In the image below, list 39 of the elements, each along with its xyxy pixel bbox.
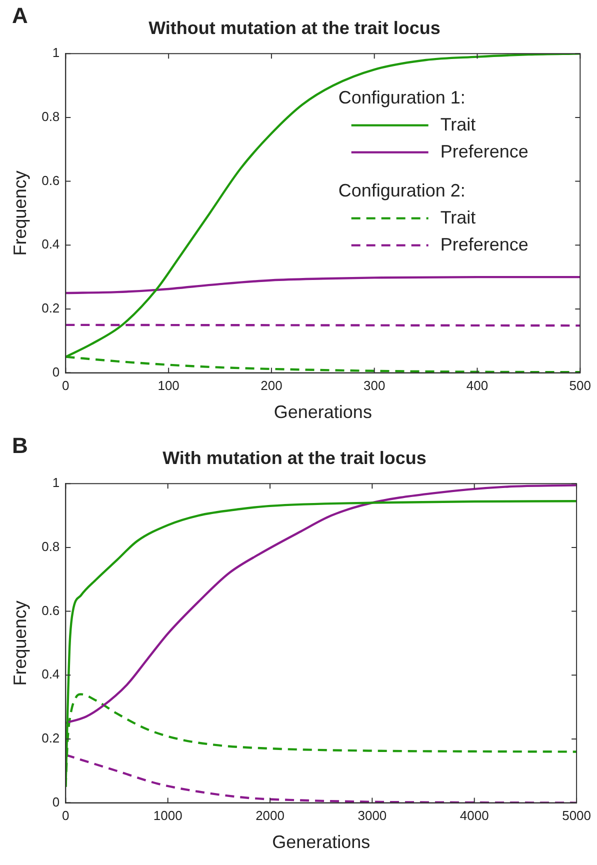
y-tick-label: 1 bbox=[52, 45, 60, 60]
x-tick-label: 5000 bbox=[562, 808, 591, 824]
text: A bbox=[12, 3, 28, 28]
x-tick-label: 4000 bbox=[460, 808, 489, 824]
y-tick-label: 0 bbox=[52, 794, 60, 810]
x-tick-label: 0 bbox=[62, 378, 70, 394]
y-tick-label: 0.8 bbox=[42, 539, 60, 554]
line-series bbox=[66, 276, 580, 294]
x-tick-label: 400 bbox=[466, 378, 488, 394]
x-tick-label: 100 bbox=[158, 378, 180, 394]
x-tick-label: 300 bbox=[364, 378, 386, 394]
x-tick-label: 1000 bbox=[153, 808, 182, 824]
y-tick-label: 0.2 bbox=[42, 300, 60, 316]
x-tick-label: 0 bbox=[62, 808, 70, 824]
y-tick-label: 0 bbox=[52, 364, 60, 380]
x-tick-label: 500 bbox=[569, 378, 592, 394]
x-tick-label: 2000 bbox=[256, 808, 284, 824]
annotation: Configuration 1: bbox=[338, 87, 466, 108]
y-tick-label: 0.4 bbox=[42, 236, 60, 252]
x-tick-label: 3000 bbox=[358, 808, 387, 824]
legend-label: Trait bbox=[440, 114, 476, 134]
x-axis-title: Generations bbox=[272, 832, 370, 852]
chart-title: Without mutation at the trait locus bbox=[148, 18, 440, 38]
y-tick-label: 0.2 bbox=[42, 730, 60, 746]
annotation: Configuration 2: bbox=[338, 180, 466, 200]
x-axis-title: Generations bbox=[274, 402, 372, 422]
y-tick-label: 0.4 bbox=[42, 666, 60, 682]
legend-label: Trait bbox=[440, 207, 476, 228]
y-tick-label: 1 bbox=[52, 475, 60, 490]
text: B bbox=[12, 433, 28, 458]
chart-title: With mutation at the trait locus bbox=[162, 448, 426, 468]
y-axis-title: Frequency bbox=[10, 600, 30, 686]
y-tick-label: 0.6 bbox=[42, 172, 60, 188]
legend-label: Preference bbox=[440, 234, 528, 254]
y-tick-label: 0.6 bbox=[42, 602, 60, 618]
x-tick-label: 200 bbox=[260, 378, 282, 394]
y-axis-title: Frequency bbox=[10, 170, 30, 256]
y-tick-label: 0.8 bbox=[42, 109, 60, 124]
legend-label: Preference bbox=[440, 141, 528, 162]
